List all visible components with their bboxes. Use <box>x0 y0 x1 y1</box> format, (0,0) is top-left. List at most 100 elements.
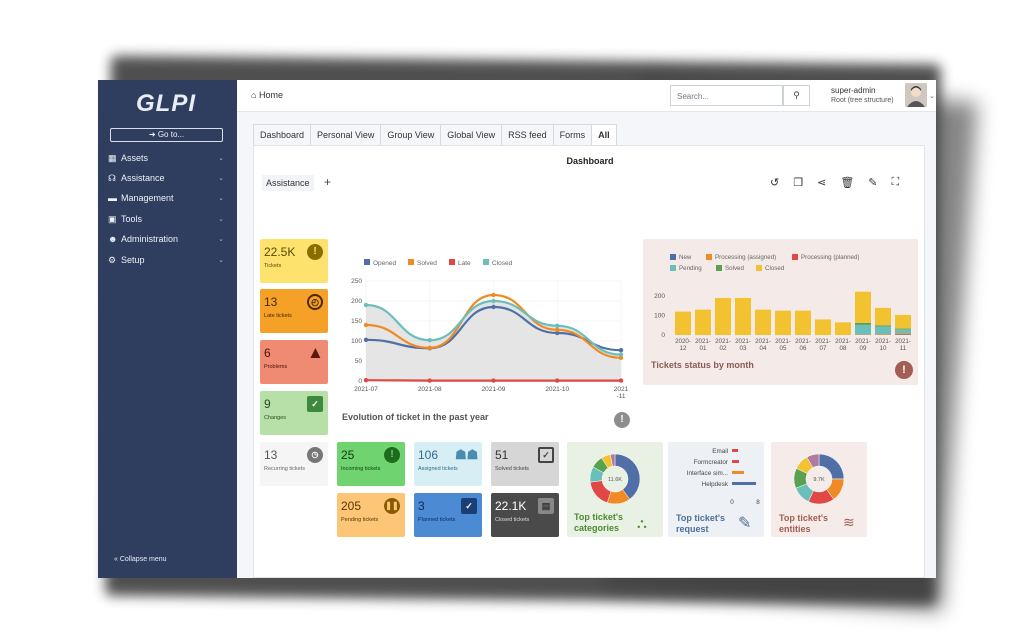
user-entity: Root (tree structure) <box>831 97 894 104</box>
categories-donut-chart: 11.6K <box>589 453 641 505</box>
sidebar-item-assets[interactable]: ▦ Assets ⌄ <box>108 150 226 166</box>
sidebar-item-assistance[interactable]: ☊ Assistance ⌄ <box>108 170 226 186</box>
sidebar-item-label: Tools <box>121 214 143 224</box>
top-categories-widget[interactable]: 11.6K Top ticket's categories ⛬ <box>567 442 663 537</box>
planned-tickets-card[interactable]: 3 Planned tickets ✓ <box>414 493 482 537</box>
assigned-tickets-label: Assigned tickets <box>418 466 458 472</box>
tab-dashboard[interactable]: Dashboard <box>253 124 311 146</box>
chevron-down-icon[interactable]: ⌄ <box>929 93 935 100</box>
legend-label: Closed <box>765 265 785 272</box>
x-tick-label: 2021- <box>755 338 771 345</box>
legend-swatch <box>449 259 455 265</box>
stopwatch-icon: ◷ <box>307 447 323 463</box>
series-point <box>555 378 560 383</box>
goto-button[interactable]: ➜ Go to... <box>110 128 223 142</box>
avatar[interactable] <box>905 83 927 107</box>
tab-all[interactable]: All <box>591 124 617 146</box>
tab-personal-view[interactable]: Personal View <box>310 124 381 146</box>
double-chevron-left-icon: « <box>114 556 118 563</box>
x-tick-label: 2021- <box>855 338 871 345</box>
legend-label: Processing (planned) <box>801 254 859 261</box>
legend-swatch <box>706 254 712 260</box>
info-icon[interactable]: ! <box>614 412 630 428</box>
x-tick-label: 2021- <box>695 338 711 345</box>
tab-forms[interactable]: Forms <box>552 124 592 146</box>
clock-icon: ◴ <box>307 294 323 310</box>
x-tick-label: 02 <box>720 345 727 352</box>
top-request-widget[interactable]: Email Formcreator Interface sim... Helpdesk… <box>668 442 764 537</box>
problems-card[interactable]: 6 Problems ▲ <box>260 340 328 384</box>
add-dashboard-button[interactable]: + <box>324 175 332 189</box>
changes-card[interactable]: 9 Changes ✓ <box>260 391 328 435</box>
sidebar-item-administration[interactable]: ☻ Administration ⌄ <box>108 231 226 247</box>
tab-group-view[interactable]: Group View <box>380 124 441 146</box>
history-icon[interactable]: ↺ <box>770 177 780 189</box>
x-tick-label: 2021- <box>835 338 851 345</box>
bar-segment <box>755 309 771 335</box>
late-tickets-label: Late tickets <box>264 313 292 319</box>
tab-global-view[interactable]: Global View <box>440 124 502 146</box>
incoming-tickets-card[interactable]: 25 Incoming tickets ! <box>337 442 405 486</box>
layers-icon: ≋ <box>843 514 855 530</box>
late-tickets-card[interactable]: 13 Late tickets ◴ <box>260 289 328 333</box>
incoming-tickets-count: 25 <box>341 448 355 462</box>
closed-tickets-card[interactable]: 22.1K Closed tickets ▤ <box>491 493 559 537</box>
sitemap-icon: ⛬ <box>637 515 647 531</box>
recurring-tickets-card[interactable]: 13 Recurring tickets ◷ <box>260 442 328 486</box>
bar-segment <box>715 297 731 335</box>
series-point <box>363 337 369 342</box>
x-tick-label: 07 <box>820 345 827 352</box>
search-button[interactable]: ⚲ <box>783 85 810 106</box>
request-bar <box>732 460 739 463</box>
sidebar: GLPI ➜ Go to... ▦ Assets ⌄ ☊ Assistance … <box>98 80 237 578</box>
user-menu[interactable]: super-admin Root (tree structure) <box>831 86 894 106</box>
solved-tickets-card[interactable]: 51 Solved tickets ✓ <box>491 442 559 486</box>
page-title: Dashboard <box>566 156 614 166</box>
series-point <box>491 378 496 383</box>
bar-segment <box>855 322 871 325</box>
fullscreen-icon[interactable]: ⛶ <box>891 176 900 188</box>
sidebar-item-management[interactable]: ▬ Management ⌄ <box>108 190 226 206</box>
legend-label: Processing (assigned) <box>715 254 776 261</box>
series-point <box>363 322 369 328</box>
y-tick-label: 100 <box>351 338 362 345</box>
evolution-chart-widget[interactable]: Opened Solved Late Closed 250 200 150 100 50 0 202… <box>336 239 636 439</box>
series-point <box>491 298 496 304</box>
top-header: ⌂ Home Search... ⚲ super-admin Root (tre… <box>237 80 936 112</box>
edit-icon[interactable]: ✎ <box>868 177 878 189</box>
pending-tickets-card[interactable]: 205 Pending tickets ❚❚ <box>337 493 405 537</box>
breadcrumb[interactable]: ⌂ Home <box>251 90 283 100</box>
status-month-widget[interactable]: New Processing (assigned) Processing (plan… <box>643 239 918 385</box>
clone-icon[interactable]: ❐ <box>793 177 804 189</box>
trash-icon[interactable]: 🗑 <box>840 177 855 189</box>
request-label: Helpdesk <box>702 481 729 488</box>
series-point <box>491 292 496 298</box>
share-icon[interactable]: ⋖ <box>817 177 827 189</box>
assets-icon: ▦ <box>108 152 117 163</box>
search-input[interactable]: Search... <box>670 85 783 106</box>
planned-tickets-count: 3 <box>418 499 425 513</box>
check-square-icon: ✓ <box>538 447 554 463</box>
changes-label: Changes <box>264 415 287 421</box>
bar-segment <box>855 291 871 323</box>
bar-segment <box>855 324 871 335</box>
x-tick-label: 2021- <box>815 338 831 345</box>
collapse-menu-button[interactable]: « Collapse menu <box>114 556 167 563</box>
chevron-down-icon: ⌄ <box>218 257 224 264</box>
sidebar-item-setup[interactable]: ⚙ Setup ⌄ <box>108 252 226 268</box>
glpi-logo[interactable]: GLPI <box>136 90 197 117</box>
series-point <box>618 378 624 383</box>
x-tick-label: 03 <box>740 345 747 352</box>
dashboard-selector[interactable]: Assistance <box>262 175 314 191</box>
tickets-card[interactable]: 22.5K Tickets ! <box>260 239 328 283</box>
calendar-check-icon: ✓ <box>461 498 477 514</box>
y-tick-label: 100 <box>654 313 665 320</box>
assigned-tickets-card[interactable]: 106 Assigned tickets ☗☗ <box>414 442 482 486</box>
series-point <box>555 327 560 332</box>
top-entities-widget[interactable]: 9.7K Top ticket's entities ≋ <box>771 442 867 537</box>
donut-center-label: 11.6K <box>608 477 622 483</box>
bar-segment <box>875 326 891 335</box>
sidebar-item-tools[interactable]: ▣ Tools ⌄ <box>108 211 226 227</box>
tab-rss-feed[interactable]: RSS feed <box>501 124 553 146</box>
legend-swatch <box>670 254 676 260</box>
